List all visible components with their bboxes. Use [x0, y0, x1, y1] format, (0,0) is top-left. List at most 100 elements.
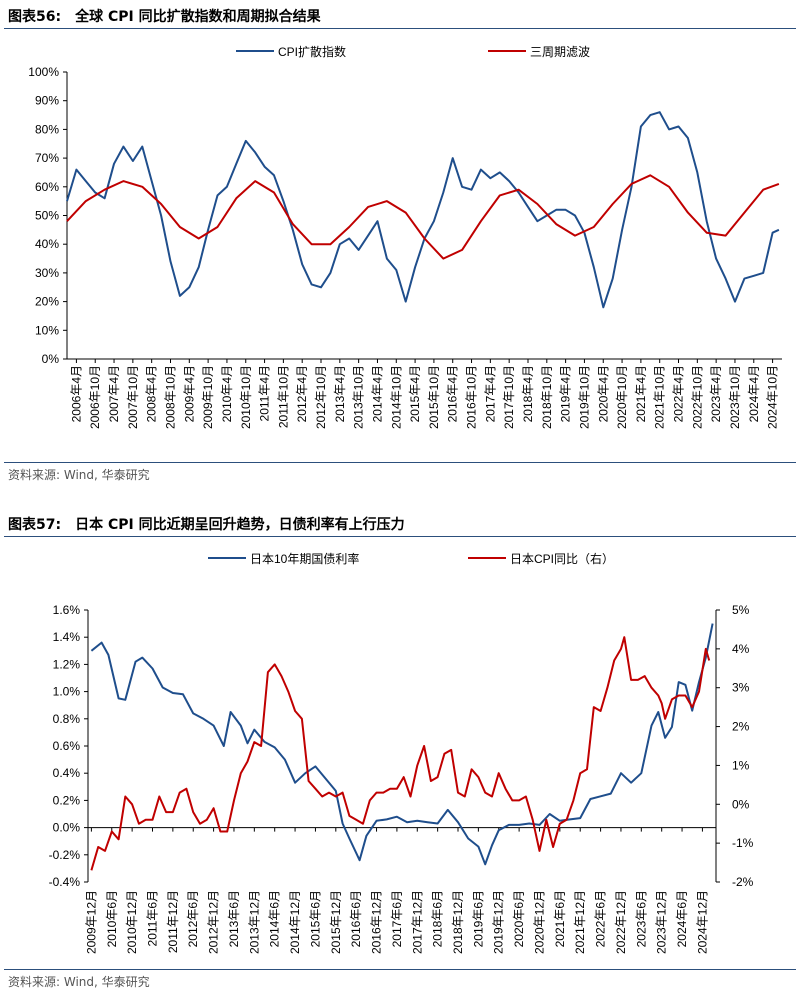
x-tick-label: 2017年10月 [502, 365, 516, 429]
chart2: 日本10年期国债利率 日本CPI同比（右） -0.4% -0.2% 0.0% 0.2% 0.… [49, 551, 754, 954]
x-tick-label: 2013年4月 [333, 365, 347, 422]
x-tick-label: 2022年12月 [614, 890, 628, 954]
x-tick-label: 2007年4月 [107, 365, 121, 422]
x-tick-label: 2018年10月 [540, 365, 554, 429]
y-right-tick-label: 0% [732, 797, 750, 811]
x-tick-label: 2023年10月 [728, 365, 742, 429]
figure2-title-block: 图表57: 日本 CPI 同比近期呈回升趋势，日债利率有上行压力 [8, 514, 405, 534]
y-tick-label: 50% [35, 209, 59, 223]
x-tick-label: 2020年10月 [615, 365, 629, 429]
x-tick-label: 2012年12月 [207, 890, 221, 954]
x-tick-label: 2015年10月 [427, 365, 441, 429]
figure1-title-block: 图表56: 全球 CPI 同比扩散指数和周期拟合结果 [8, 6, 321, 26]
x-tick-label: 2019年10月 [577, 365, 591, 429]
x-tick-label: 2010年12月 [125, 890, 139, 954]
y-tick-label: 30% [35, 266, 59, 280]
x-tick-label: 2006年10月 [88, 365, 102, 429]
y-left-tick-label: 1.6% [53, 603, 81, 617]
x-tick-label: 2009年12月 [84, 890, 98, 954]
x-tick-label: 2017年12月 [410, 890, 424, 954]
x-tick-label: 2008年4月 [145, 365, 159, 422]
y-tick-label: 70% [35, 151, 59, 165]
x-tick-label: 2012年4月 [295, 365, 309, 422]
x-tick-label: 2017年6月 [390, 890, 404, 947]
figure2-top-rule [4, 536, 796, 537]
x-tick-label: 2023年6月 [634, 890, 648, 947]
x-tick-label: 2024年10月 [766, 365, 780, 429]
x-tick-label: 2011年6月 [145, 890, 159, 946]
x-tick-label: 2016年12月 [370, 890, 384, 954]
x-tick-label: 2012年6月 [186, 890, 200, 947]
y-right-tick-label: 1% [732, 758, 750, 772]
y-tick-label: 0% [42, 352, 60, 366]
y-left-tick-label: 0.0% [53, 821, 81, 835]
figure1-number: 图表56: [8, 9, 62, 25]
x-tick-label: 2014年10月 [389, 365, 403, 429]
x-tick-label: 2023年4月 [709, 365, 723, 422]
x-tick-label: 2016年10月 [465, 365, 479, 429]
series-line-jgb10y [90, 623, 714, 866]
x-tick-label: 2024年4月 [747, 365, 761, 422]
x-tick-label: 2010年10月 [239, 365, 253, 429]
x-tick-label: 2021年4月 [634, 365, 648, 422]
x-tick-label: 2011年10月 [276, 365, 290, 428]
y-left-tick-label: 1.0% [53, 685, 81, 699]
x-tick-label: 2020年4月 [596, 365, 610, 422]
figure1-source: 资料来源: Wind, 华泰研究 [8, 468, 150, 482]
x-tick-label: 2016年4月 [446, 365, 460, 422]
figure2-title: 日本 CPI 同比近期呈回升趋势，日债利率有上行压力 [75, 517, 405, 533]
y-right-tick-label: -1% [732, 836, 754, 850]
x-tick-label: 2022年4月 [672, 365, 686, 422]
x-tick-label: 2019年12月 [492, 890, 506, 954]
y-tick-label: 10% [35, 323, 59, 337]
x-tick-label: 2019年4月 [559, 365, 573, 422]
y-left-tick-label: 1.2% [53, 657, 81, 671]
series-line-cpi-diffusion [66, 111, 780, 309]
x-tick-label: 2021年6月 [553, 890, 567, 947]
y-tick-label: 20% [35, 295, 59, 309]
x-tick-label: 2007年10月 [126, 365, 140, 429]
x-tick-label: 2020年6月 [512, 890, 526, 947]
x-tick-label: 2024年6月 [675, 890, 689, 947]
x-tick-label: 2014年6月 [268, 890, 282, 947]
x-tick-label: 2010年6月 [105, 890, 119, 947]
figure1-top-rule [4, 28, 796, 29]
y-left-tick-label: 1.4% [53, 630, 81, 644]
x-tick-label: 2021年12月 [573, 890, 587, 954]
y-tick-label: 80% [35, 122, 59, 136]
x-tick-label: 2009年4月 [182, 365, 196, 422]
y-right-tick-label: 3% [732, 681, 750, 695]
x-tick-label: 2014年12月 [288, 890, 302, 954]
x-tick-label: 2011年12月 [166, 890, 180, 953]
y-right-tick-label: -2% [732, 875, 754, 889]
y-left-tick-label: -0.4% [49, 875, 81, 889]
x-tick-label: 2023年12月 [655, 890, 669, 954]
y-tick-label: 40% [35, 237, 59, 251]
x-tick-label: 2012年10月 [314, 365, 328, 429]
x-tick-label: 2006年4月 [69, 365, 83, 422]
x-tick-label: 2015年4月 [408, 365, 422, 422]
y-left-tick-label: 0.2% [53, 793, 81, 807]
x-tick-label: 2018年6月 [431, 890, 445, 947]
y-right-tick-label: 2% [732, 720, 750, 734]
x-tick-label: 2016年6月 [349, 890, 363, 947]
x-tick-label: 2013年10月 [352, 365, 366, 429]
x-tick-label: 2017年4月 [483, 365, 497, 422]
x-tick-label: 2020年12月 [532, 890, 546, 954]
x-tick-label: 2024年12月 [695, 890, 709, 954]
x-tick-label: 2008年10月 [163, 365, 177, 429]
chart1: CPI扩散指数 三周期滤波 0% 10% 20% 30% 40% 50% 60% 70% 80% 90… [28, 44, 782, 429]
y-left-tick-label: 0.6% [53, 739, 81, 753]
figure1-title: 全球 CPI 同比扩散指数和周期拟合结果 [75, 9, 321, 25]
y-left-tick-label: -0.2% [49, 848, 81, 862]
figure2-number: 图表57: [8, 517, 62, 533]
x-tick-label: 2022年10月 [690, 365, 704, 429]
series-line-three-cycle-filter [66, 174, 780, 260]
figure2-source: 资料来源: Wind, 华泰研究 [8, 975, 150, 989]
x-tick-label: 2019年6月 [471, 890, 485, 947]
figure2-bottom-rule [4, 969, 796, 970]
legend-label-filter: 三周期滤波 [530, 45, 590, 59]
x-tick-label: 2018年12月 [451, 890, 465, 954]
figure1-bottom-rule [4, 462, 796, 463]
legend-label-diffusion: CPI扩散指数 [278, 44, 346, 59]
